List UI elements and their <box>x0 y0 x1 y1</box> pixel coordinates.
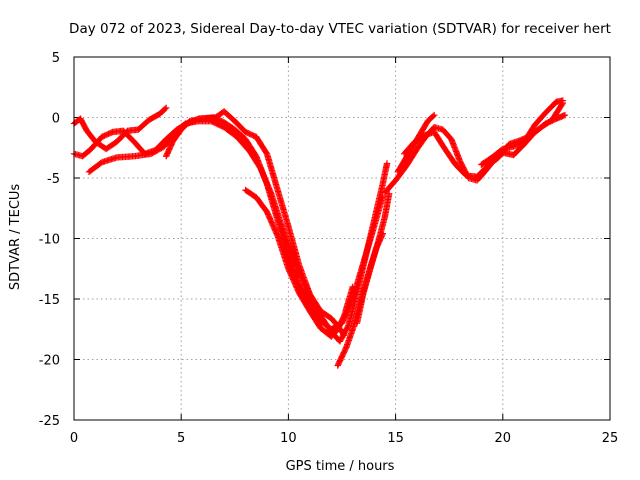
series-track-d <box>162 108 348 339</box>
x-tick-label: 20 <box>495 431 512 446</box>
data-point-plus <box>383 160 391 167</box>
y-tick-label: 5 <box>52 51 60 66</box>
data-point-plus <box>349 283 356 291</box>
x-axis-label: GPS time / hours <box>286 459 395 474</box>
data-point-plus <box>340 332 348 339</box>
x-tick-label: 15 <box>387 431 404 446</box>
axis-ticks: 0 5 10 15 20 25 5 0 -5 -10 -15 -20 -25 <box>39 51 619 446</box>
data-point-plus <box>559 97 567 104</box>
series-track-k <box>478 97 567 168</box>
data-points <box>70 97 569 369</box>
x-tick-label: 0 <box>70 431 78 446</box>
data-point-plus <box>340 330 347 338</box>
data-point-plus <box>430 111 438 119</box>
y-tick-label: -5 <box>47 172 60 187</box>
series-track-e <box>242 186 356 340</box>
x-tick-label: 25 <box>602 431 619 446</box>
y-tick-label: 0 <box>52 112 60 127</box>
data-point-plus <box>561 111 569 119</box>
series-track-j <box>400 99 567 180</box>
y-tick-label: -10 <box>39 233 60 248</box>
y-tick-label: -25 <box>39 414 60 429</box>
chart-title: Day 072 of 2023, Sidereal Day-to-day VTE… <box>69 21 611 37</box>
plot-frame <box>73 56 611 421</box>
data-point-plus <box>429 112 437 120</box>
data-point-plus <box>162 104 170 112</box>
series-track-a <box>70 104 170 153</box>
y-tick-label: -20 <box>39 354 60 369</box>
grid-lines <box>74 57 610 420</box>
x-tick-label: 10 <box>280 431 297 446</box>
series-track-g <box>353 190 393 327</box>
y-tick-label: -15 <box>39 293 60 308</box>
data-point-plus <box>161 105 169 113</box>
data-point-plus <box>385 190 393 197</box>
x-tick-label: 5 <box>177 431 185 446</box>
y-axis-label: SDTVAR / TECUs <box>8 184 23 291</box>
